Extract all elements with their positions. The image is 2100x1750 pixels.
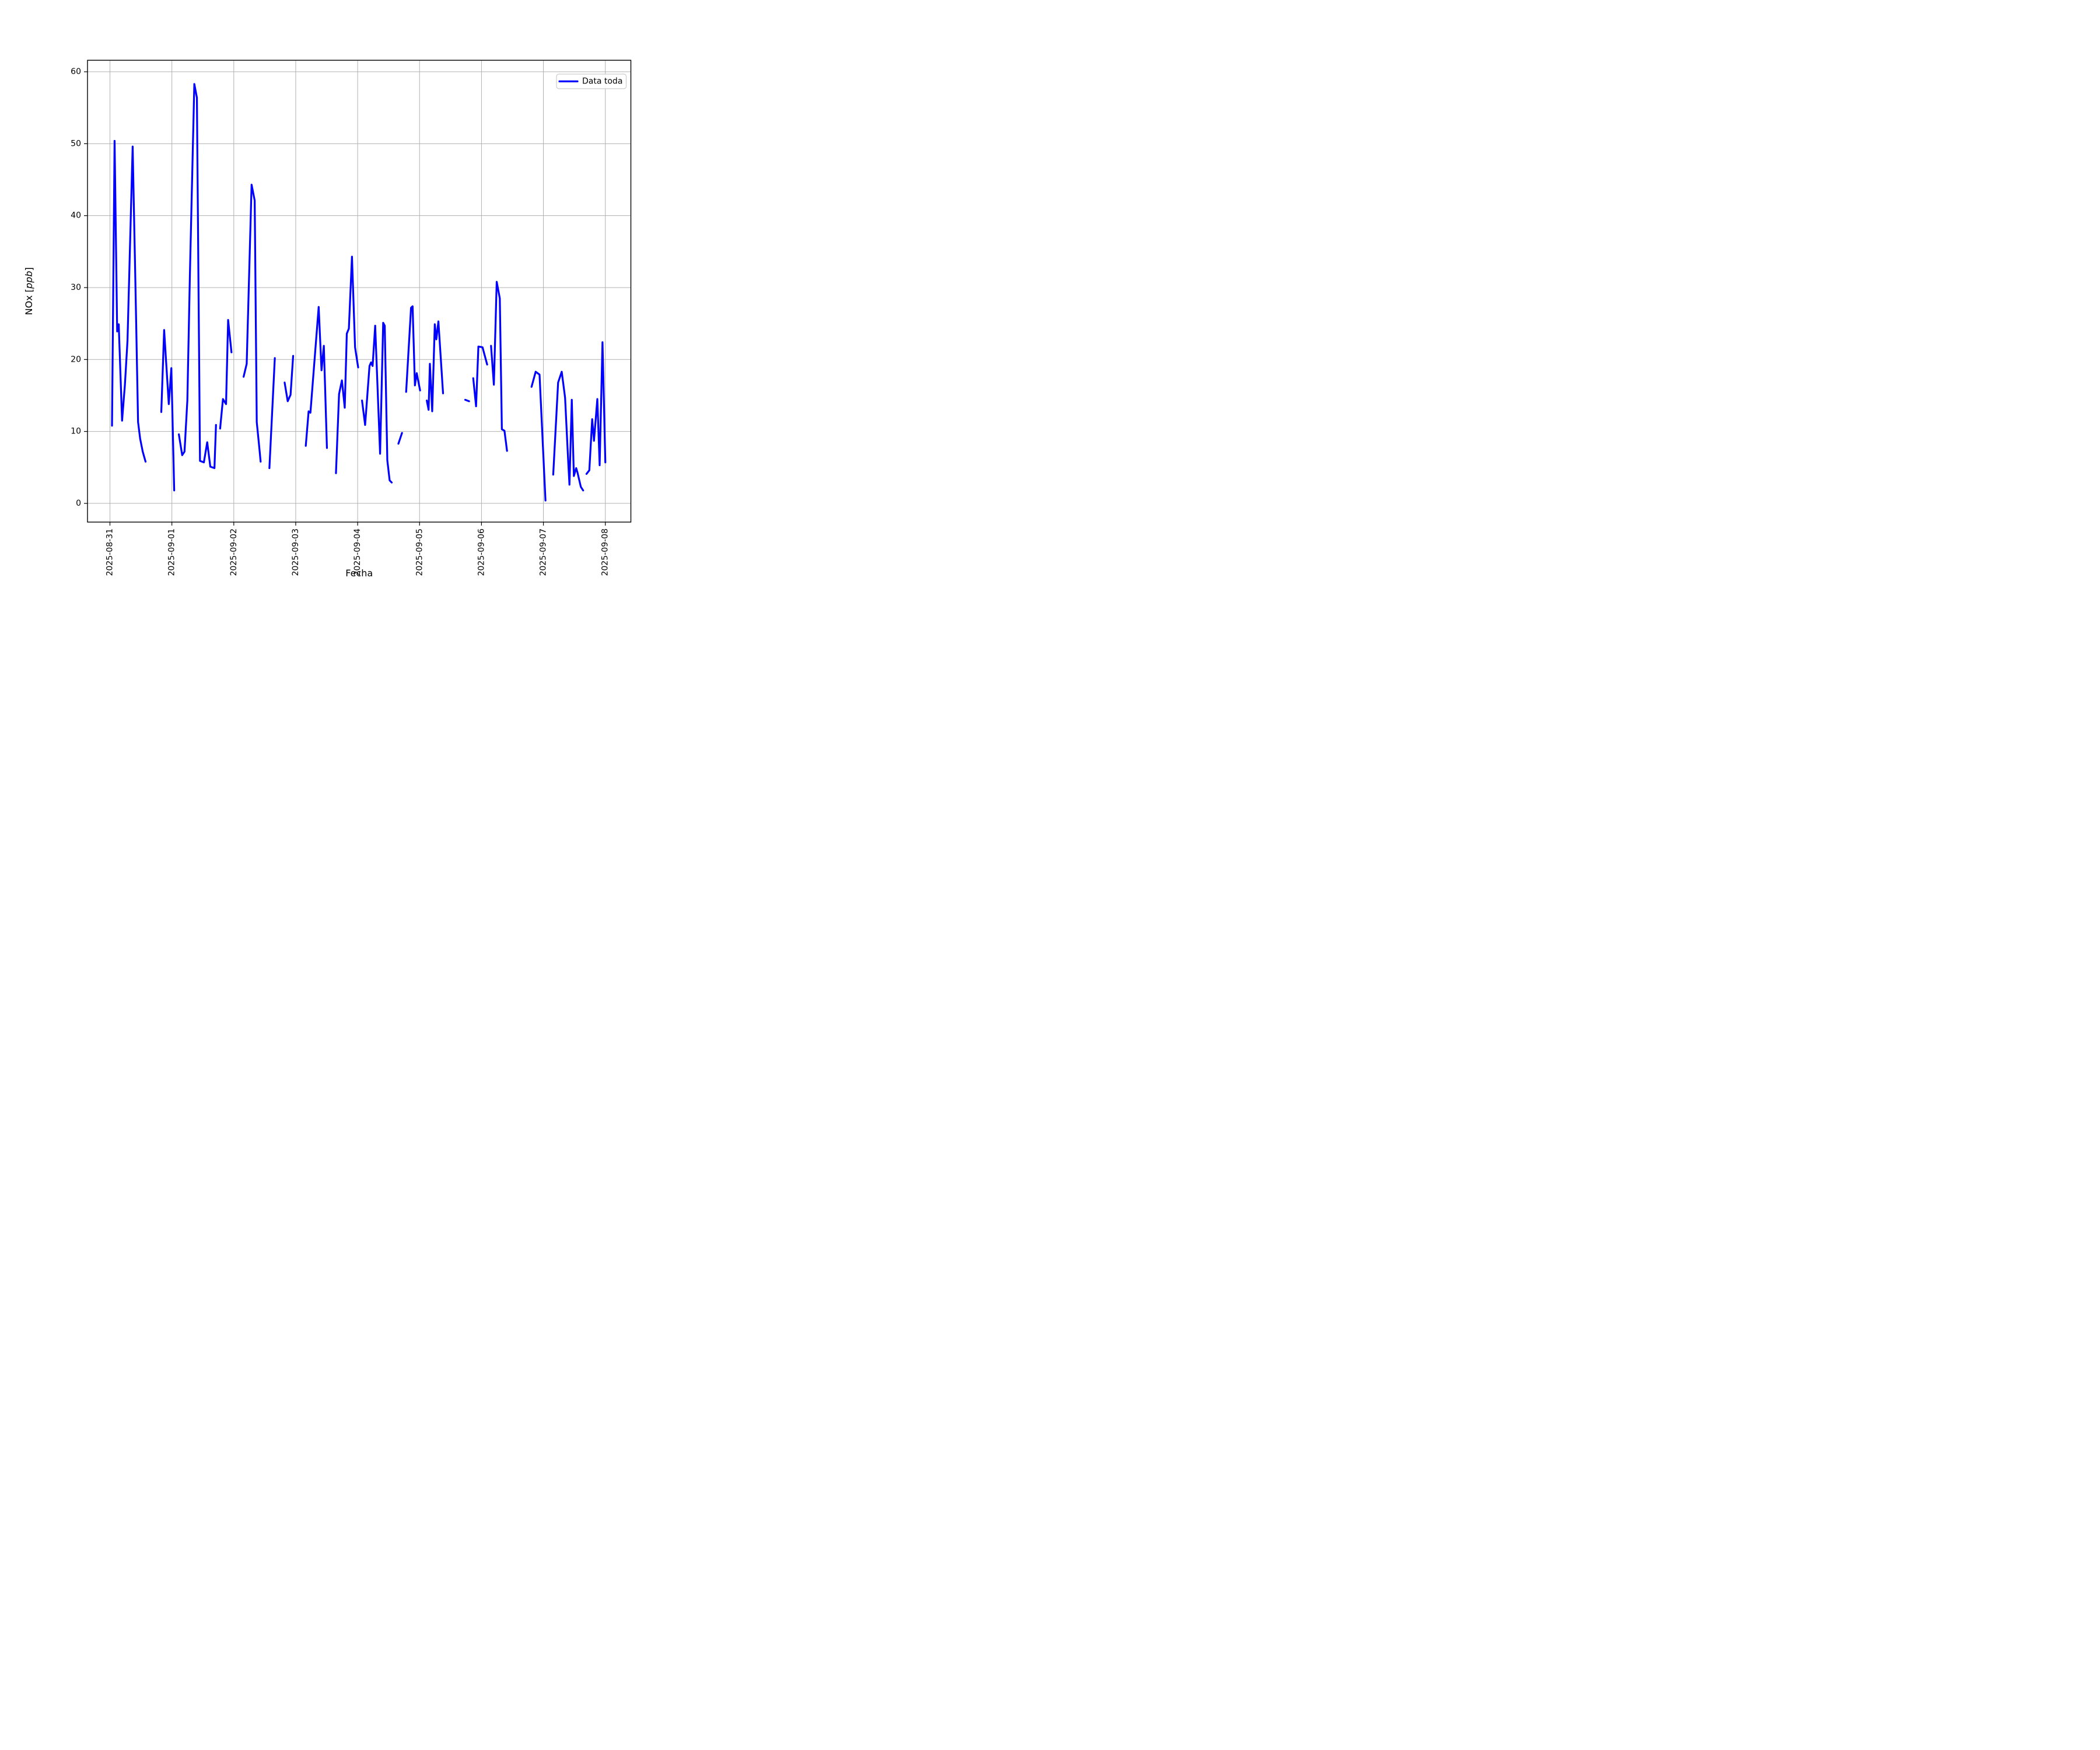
x-tick-label: 2025-09-06 xyxy=(477,528,486,576)
chart-figure: 2025-08-31 2025-09-01 2025-09-02 2025-09-03… xyxy=(0,0,700,583)
nox-time-series-chart: 2025-08-31 2025-09-01 2025-09-02 2025-09-03… xyxy=(0,0,700,583)
data-line-segment xyxy=(160,329,176,492)
y-tick-label: 60 xyxy=(71,67,81,76)
data-line-segment xyxy=(243,184,262,463)
axes-frame xyxy=(87,60,632,523)
y-tick-label: 30 xyxy=(71,283,81,292)
data-line-segment xyxy=(464,398,470,402)
data-line-segment xyxy=(111,139,147,463)
data-line-segment xyxy=(219,318,233,430)
data-line-segment xyxy=(304,306,328,449)
x-tick-label: 2025-09-08 xyxy=(601,528,610,576)
data-line-segment xyxy=(268,357,276,470)
x-tick-label: 2025-09-05 xyxy=(415,528,424,576)
y-tick-label: 10 xyxy=(71,427,81,436)
y-tick-label: 0 xyxy=(76,499,81,508)
data-line-segment xyxy=(472,345,488,408)
data-line-segment xyxy=(585,341,607,475)
x-tick-label: 2025-09-03 xyxy=(291,528,300,576)
x-tick-label: 2025-09-04 xyxy=(353,528,362,576)
legend-box xyxy=(556,74,627,89)
data-line-segment xyxy=(397,432,403,445)
data-line-segment xyxy=(177,83,217,470)
x-tick-label: 2025-09-07 xyxy=(539,528,548,576)
x-tick-label: 2025-09-01 xyxy=(167,528,177,576)
data-line-segment xyxy=(405,305,421,393)
y-tick-label: 20 xyxy=(71,355,81,364)
x-axis-label: Fecha xyxy=(345,568,373,579)
y-axis-label: NOx [ppb] xyxy=(23,267,34,315)
axes-background xyxy=(88,60,631,523)
x-tick-label: 2025-08-31 xyxy=(105,528,114,576)
data-line-segment xyxy=(490,281,508,452)
x-tick-label: 2025-09-02 xyxy=(229,528,239,576)
data-line-segment xyxy=(552,370,584,492)
data-line-segment xyxy=(335,256,359,474)
data-line-segment xyxy=(530,370,547,502)
y-tick-label: 40 xyxy=(71,211,81,220)
y-tick-label: 50 xyxy=(71,139,81,148)
data-line-segment xyxy=(284,355,295,402)
legend-label: Data toda xyxy=(582,77,622,86)
data-line-segment xyxy=(361,321,393,484)
data-line-segment xyxy=(426,320,444,412)
